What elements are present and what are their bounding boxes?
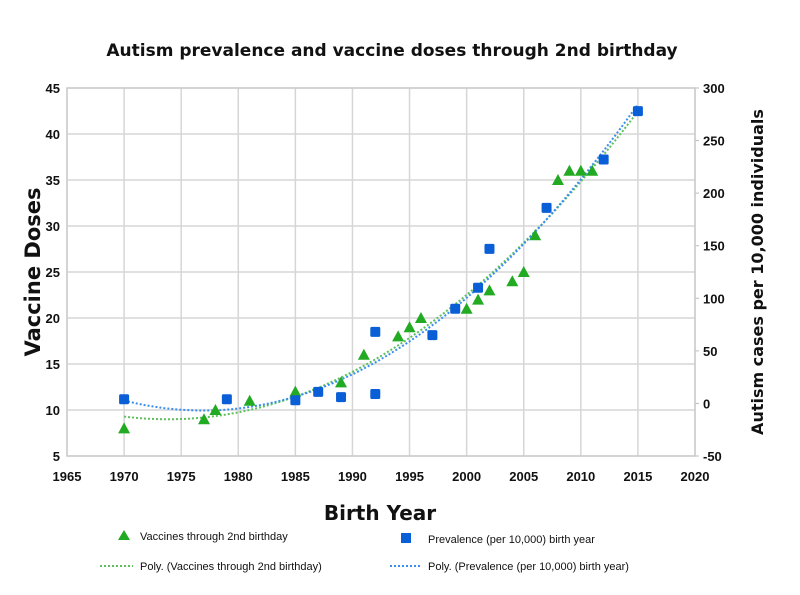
y-tick-label: 5: [53, 449, 60, 464]
vaccine-point: [506, 275, 519, 287]
plot-border: [66, 87, 696, 457]
y2-tick-label: 250: [703, 134, 725, 149]
y2-tick-label: 50: [703, 344, 717, 359]
vaccine-point: [529, 229, 542, 241]
prevalence-point: [336, 392, 347, 403]
vaccine-point: [118, 422, 131, 434]
y2-tick-label: 150: [703, 239, 725, 254]
vaccine-point: [209, 404, 222, 415]
y-tick-label: 25: [46, 265, 60, 280]
y-tick-label: 45: [46, 81, 60, 96]
prevalence-point: [450, 303, 461, 314]
vaccine-point: [586, 164, 599, 176]
x-tick-label: 2000: [452, 469, 481, 484]
prevalence-point: [632, 106, 643, 117]
y2-tick-label: -50: [703, 449, 722, 464]
legend: Vaccines through 2nd birthday Prevalence…: [100, 530, 629, 573]
x-tick-label: 2005: [509, 469, 538, 484]
tick-labels: 1965 1970 1975 1980 1985 1990 1995 2000 2005 2010…: [46, 81, 725, 484]
vaccine-point: [243, 394, 256, 406]
y-tick-label: 10: [46, 403, 60, 418]
x-tick-label: 2020: [681, 469, 710, 484]
y-tick-label: 15: [46, 357, 60, 372]
vaccine-point: [335, 376, 348, 388]
x-tick-label: 1970: [110, 469, 139, 484]
vaccine-point: [483, 284, 496, 296]
vaccine-point: [198, 413, 211, 425]
prevalence-point: [473, 282, 484, 293]
y2-tick-label: 200: [703, 186, 725, 201]
prevalence-point: [313, 386, 324, 397]
vaccine-point: [551, 174, 564, 185]
vaccine-point: [357, 348, 370, 360]
prevalence-point: [541, 202, 552, 213]
y2-tick-label: 300: [703, 81, 725, 96]
x-tick-label: 1990: [338, 469, 367, 484]
trendlines: [123, 103, 639, 421]
vaccine-point: [403, 321, 416, 333]
prevalence-point: [119, 394, 130, 405]
y-tick-label: 30: [46, 219, 60, 234]
legend-label: Prevalence (per 10,000) birth year: [428, 534, 595, 546]
prevalence-point: [370, 326, 381, 337]
vaccine-point: [472, 293, 485, 305]
legend-label: Poly. (Vaccines through 2nd birthday): [140, 561, 322, 573]
x-tick-label: 2010: [566, 469, 595, 484]
vaccine-point: [460, 302, 473, 314]
y-axis-label: Vaccine Doses: [21, 188, 45, 357]
trendline: [123, 110, 639, 421]
y2-tick-label: 100: [703, 291, 725, 306]
trendline: [123, 103, 639, 412]
x-tick-label: 1975: [167, 469, 196, 484]
vaccine-point: [563, 164, 576, 176]
prevalence-point: [427, 330, 438, 341]
y-tick-label: 35: [46, 173, 60, 188]
x-tick-label: 2015: [623, 469, 652, 484]
x-tick-label: 1965: [53, 469, 82, 484]
x-tick-label: 1985: [281, 469, 310, 484]
prevalence-point: [221, 394, 232, 405]
legend-label: Poly. (Prevalence (per 10,000) birth yea…: [428, 561, 629, 573]
prevalence-point: [484, 243, 495, 254]
y-tick-label: 40: [46, 127, 60, 142]
vaccine-point: [574, 164, 587, 176]
data-points: [118, 106, 643, 434]
grid: [66, 87, 699, 457]
chart-title: Autism prevalence and vaccine doses thro…: [106, 41, 677, 61]
x-tick-label: 1995: [395, 469, 424, 484]
legend-triangle-icon: [118, 530, 130, 540]
vaccine-point: [392, 330, 405, 342]
legend-square-icon: [401, 533, 411, 543]
y2-tick-label: 0: [703, 396, 710, 411]
prevalence-point: [290, 395, 301, 406]
prevalence-point: [370, 388, 381, 399]
x-axis-label: Birth Year: [324, 501, 436, 525]
vaccine-point: [289, 385, 302, 397]
y-tick-label: 20: [46, 311, 60, 326]
vaccine-point: [414, 312, 427, 323]
prevalence-point: [598, 154, 609, 165]
y2-axis-label: Autism cases per 10,000 individuals: [748, 109, 767, 435]
legend-label: Vaccines through 2nd birthday: [140, 531, 288, 543]
vaccine-point: [517, 266, 530, 277]
x-tick-label: 1980: [224, 469, 253, 484]
